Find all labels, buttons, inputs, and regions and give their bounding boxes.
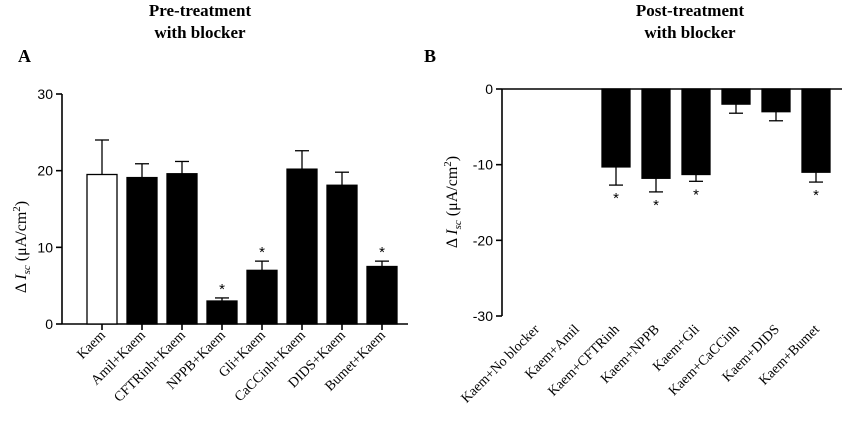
significance-marker: *: [219, 281, 225, 298]
panel-b-y-axis-label: Δ Isc (μA/cm2): [442, 156, 464, 248]
bar: [166, 173, 198, 325]
bar: [601, 88, 631, 168]
panel-b-title-line2: with blocker: [644, 23, 736, 42]
y-tick-label: 20: [37, 163, 53, 179]
y-tick-label: 0: [45, 316, 53, 332]
bar: [246, 269, 278, 325]
bar: [206, 300, 238, 325]
category-label: Kaem+CaCCinh: [666, 322, 743, 399]
bar: [86, 173, 118, 325]
bar: [126, 176, 158, 325]
panel-a-plot: 0102030KaemAmil+KaemCFTRinh+Kaem*NPPB+Ka…: [37, 86, 408, 405]
bar: [801, 88, 831, 173]
bar: [326, 184, 358, 325]
category-label: CFTRinh+Kaem: [112, 328, 189, 405]
bar: [286, 168, 318, 325]
y-tick-label: 10: [37, 239, 53, 255]
category-label: Kaem: [75, 328, 109, 362]
bar: [761, 88, 791, 113]
bar: [366, 265, 398, 325]
panel-a-label: A: [18, 46, 31, 66]
significance-marker: *: [813, 187, 819, 204]
significance-marker: *: [693, 186, 699, 203]
significance-marker: *: [613, 190, 619, 207]
panel-b-label: B: [424, 46, 436, 66]
y-tick-label: -10: [473, 157, 493, 173]
y-tick-label: -30: [473, 308, 493, 324]
significance-marker: *: [259, 244, 265, 261]
significance-marker: *: [379, 244, 385, 261]
y-tick-label: -20: [473, 232, 493, 248]
y-tick-label: 30: [37, 86, 53, 102]
significance-marker: *: [653, 197, 659, 214]
bar: [641, 88, 671, 179]
bar: [681, 88, 711, 176]
y-tick-label: 0: [485, 81, 493, 97]
panel-b-title-line1: Post-treatment: [636, 1, 745, 20]
category-label: CaCCinh+Kaem: [232, 328, 309, 405]
panel-a-title-line1: Pre-treatment: [149, 1, 252, 20]
bar: [721, 88, 751, 105]
panel-a-title-line2: with blocker: [154, 23, 246, 42]
panel-a-y-axis-label: Δ Isc (μA/cm2): [11, 201, 33, 293]
category-label: Kaem+CFTRinh: [546, 322, 623, 399]
